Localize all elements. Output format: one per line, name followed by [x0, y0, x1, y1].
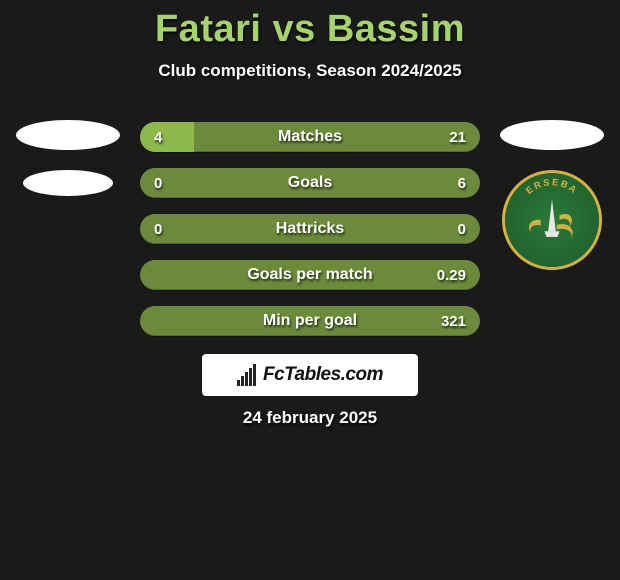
right-player-logos: ERSEBA: [492, 120, 612, 270]
stat-label: Goals: [140, 168, 480, 198]
right-club-badge: ERSEBA: [502, 170, 602, 270]
stat-value-right: 0: [458, 214, 466, 244]
stat-row-matches: 4 Matches 21: [140, 122, 480, 152]
stat-label: Goals per match: [140, 260, 480, 290]
stats-container: 4 Matches 21 0 Goals 6 0 Hattricks 0 Goa…: [140, 122, 480, 336]
stat-label: Min per goal: [140, 306, 480, 336]
page-subtitle: Club competitions, Season 2024/2025: [0, 61, 620, 81]
stat-label: Matches: [140, 122, 480, 152]
stat-row-goals: 0 Goals 6: [140, 168, 480, 198]
brand-barchart-icon: [237, 364, 259, 386]
stat-row-goals-per-match: Goals per match 0.29: [140, 260, 480, 290]
stat-value-right: 0.29: [437, 260, 466, 290]
brand-badge: FcTables.com: [202, 354, 418, 396]
stat-value-right: 21: [449, 122, 466, 152]
left-club-logo-1: [16, 120, 120, 150]
stat-row-hattricks: 0 Hattricks 0: [140, 214, 480, 244]
left-player-logos: [8, 120, 128, 196]
stat-label: Hattricks: [140, 214, 480, 244]
left-club-logo-2: [23, 170, 113, 196]
right-club-logo-1: [500, 120, 604, 150]
svg-text:ERSEBA: ERSEBA: [524, 176, 581, 196]
page-title: Fatari vs Bassim: [0, 0, 620, 51]
stat-value-right: 321: [441, 306, 466, 336]
stat-value-right: 6: [458, 168, 466, 198]
footer-date: 24 february 2025: [0, 408, 620, 428]
stat-row-min-per-goal: Min per goal 321: [140, 306, 480, 336]
brand-text: FcTables.com: [263, 364, 383, 386]
club-badge-art: ERSEBA: [505, 170, 599, 270]
